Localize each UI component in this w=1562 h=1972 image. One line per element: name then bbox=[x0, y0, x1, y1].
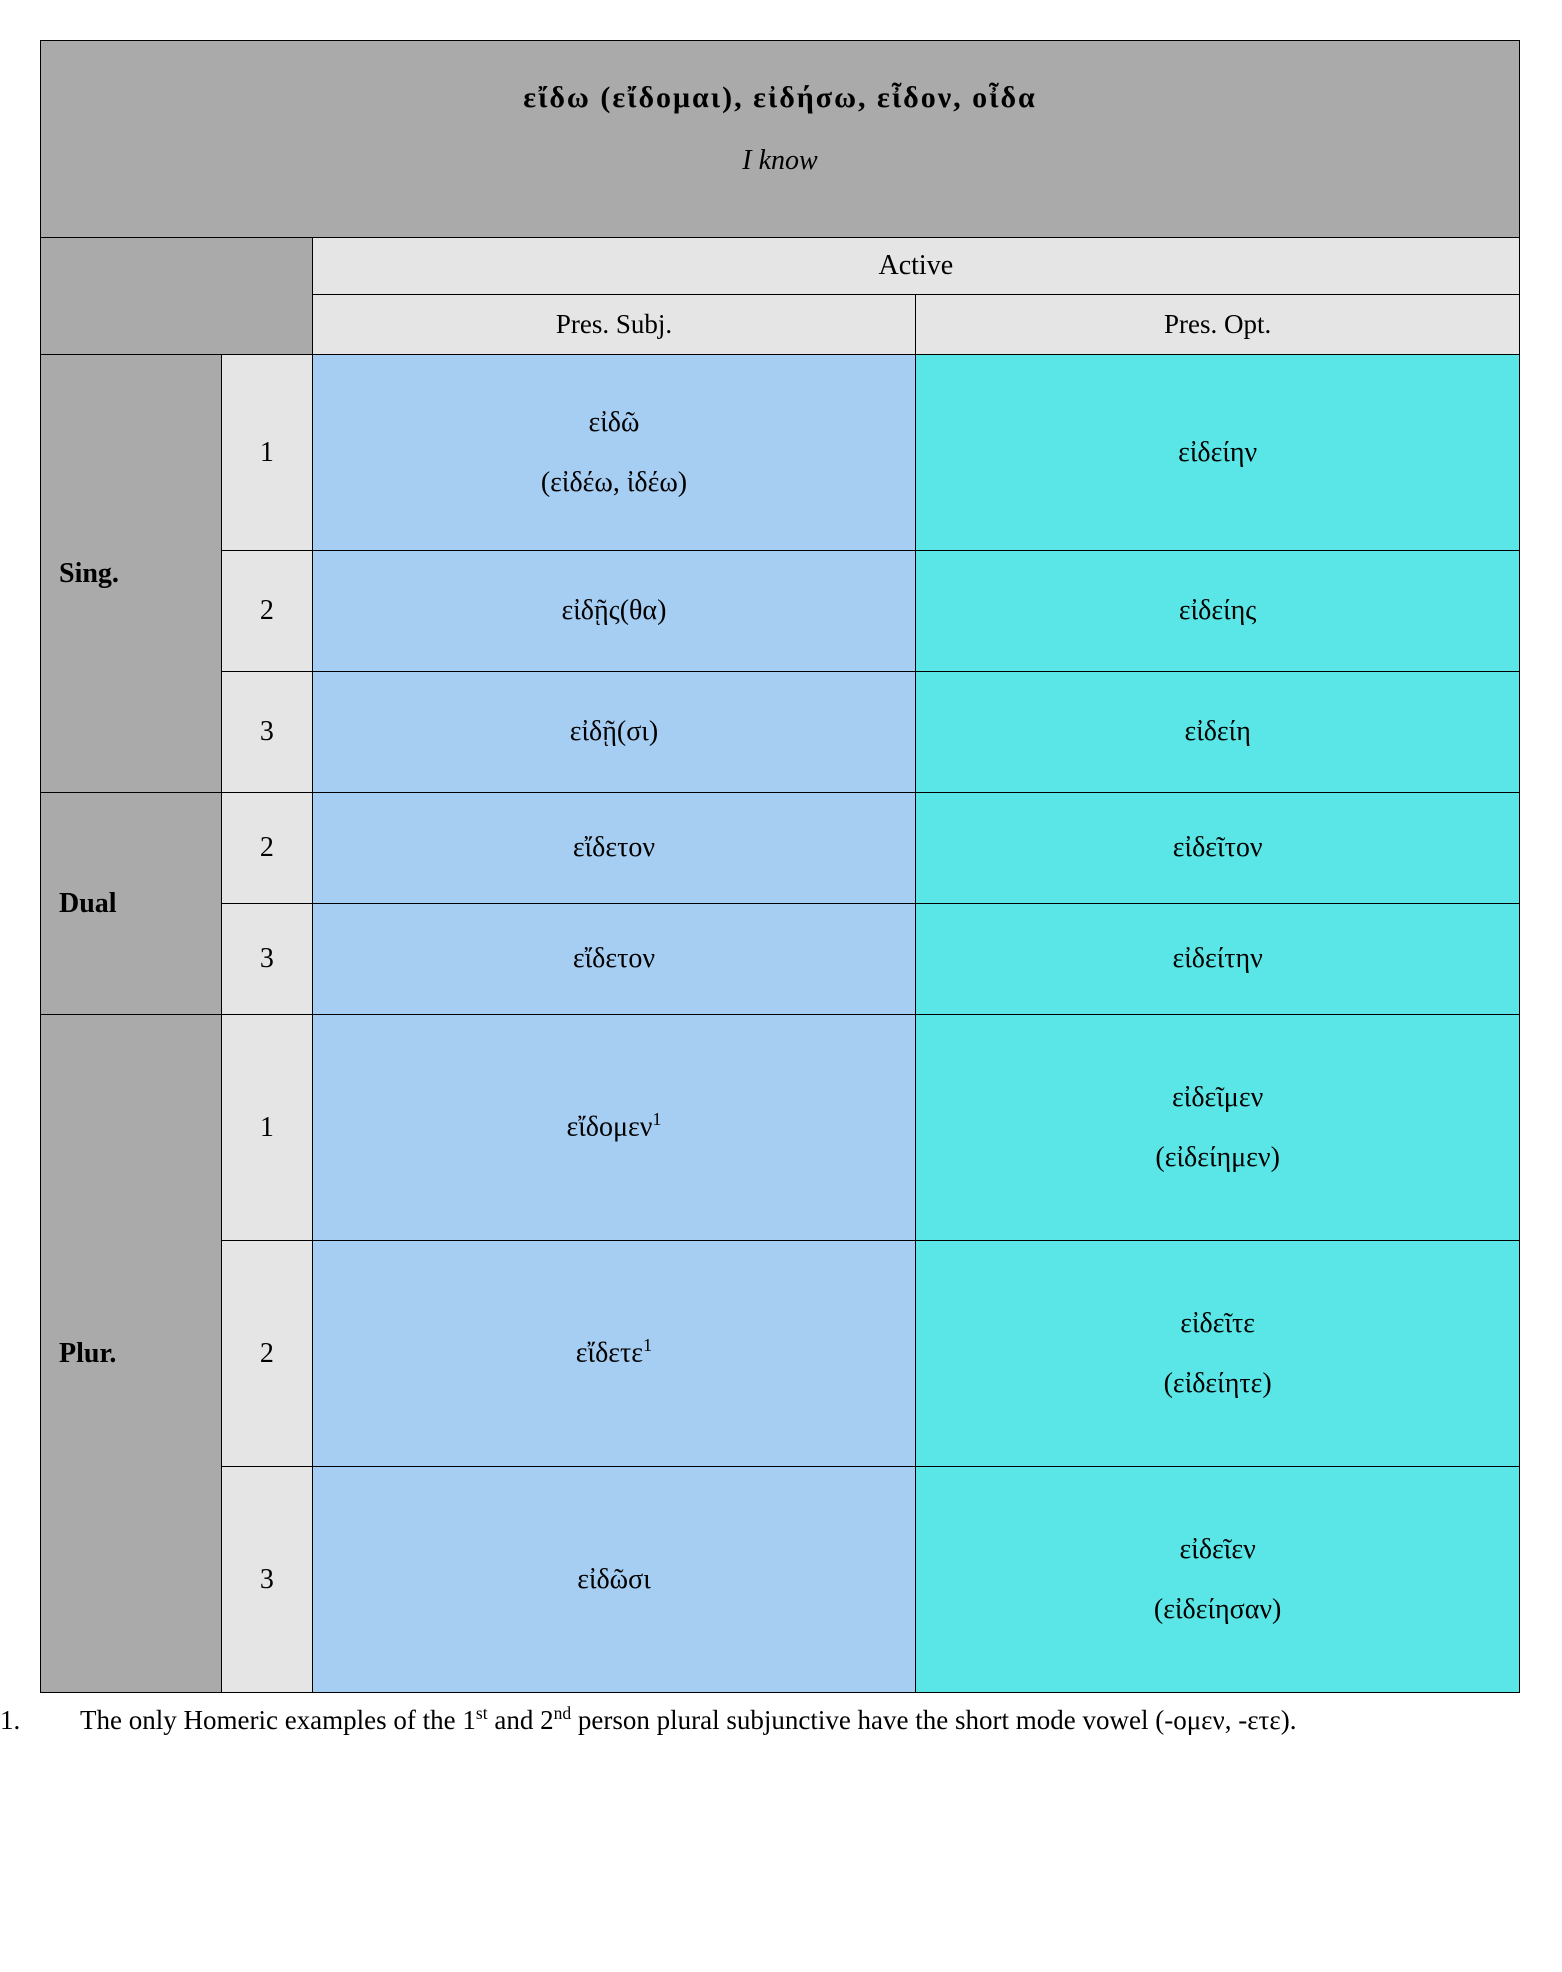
voice-header-row: Active bbox=[41, 238, 1520, 295]
person-label: 3 bbox=[222, 1467, 313, 1693]
person-label: 2 bbox=[222, 1241, 313, 1467]
form-text: εἰδείης bbox=[924, 590, 1511, 632]
form-text: εἰδείην bbox=[924, 432, 1511, 474]
verb-gloss: I know bbox=[51, 145, 1509, 177]
number-label-sing: Sing. bbox=[41, 355, 222, 793]
footnote-text-b: and 2 bbox=[488, 1705, 554, 1735]
row-plur-3: 3 εἰδῶσι εἰδεῖεν (εἰδείησαν) bbox=[41, 1467, 1520, 1693]
row-plur-2: 2 εἴδετε1 εἰδεῖτε (εἰδείητε) bbox=[41, 1241, 1520, 1467]
conjugation-table-wrapper: εἴδω (εἴδομαι), εἰδήσω, εἶδον, οἶδα I kn… bbox=[40, 40, 1520, 1740]
form-text: εἰδεῖμεν bbox=[924, 1077, 1511, 1119]
form-text: εἴδομεν1 bbox=[321, 1106, 908, 1148]
cell-dual2-subj: εἴδετον bbox=[312, 793, 916, 904]
row-sing-2: 2 εἰδῇς(θα) εἰδείης bbox=[41, 551, 1520, 672]
form-text: εἰδείη bbox=[924, 711, 1511, 753]
form-text: εἴδετον bbox=[321, 827, 908, 869]
person-label: 2 bbox=[222, 551, 313, 672]
form-alt: (εἰδείημεν) bbox=[924, 1137, 1511, 1179]
person-label: 3 bbox=[222, 672, 313, 793]
footnote-1: 1.The only Homeric examples of the 1st a… bbox=[40, 1701, 1520, 1740]
footnote-text-c: person plural subjunctive have the short… bbox=[571, 1705, 1296, 1735]
form-text: εἰδῇς(θα) bbox=[321, 590, 908, 632]
person-label: 2 bbox=[222, 793, 313, 904]
form-text: εἰδῇ(σι) bbox=[321, 711, 908, 753]
row-dual-2: Dual 2 εἴδετον εἰδεῖτον bbox=[41, 793, 1520, 904]
cell-sing3-opt: εἰδείη bbox=[916, 672, 1520, 793]
row-sing-3: 3 εἰδῇ(σι) εἰδείη bbox=[41, 672, 1520, 793]
form-text: εἰδῶσι bbox=[321, 1559, 908, 1601]
form-text: εἴδετον bbox=[321, 938, 908, 980]
row-sing-1: Sing. 1 εἰδῶ (εἰδέω, ἰδέω) εἰδείην bbox=[41, 355, 1520, 551]
row-plur-1: Plur. 1 εἴδομεν1 εἰδεῖμεν (εἰδείημεν) bbox=[41, 1015, 1520, 1241]
form-text: εἰδείτην bbox=[924, 938, 1511, 980]
footnote-ref: 1 bbox=[652, 1109, 661, 1129]
form-base: εἴδομεν bbox=[566, 1112, 652, 1143]
cell-sing2-subj: εἰδῇς(θα) bbox=[312, 551, 916, 672]
corner-blank bbox=[41, 238, 313, 355]
form-text: εἴδετε1 bbox=[321, 1332, 908, 1374]
cell-sing1-opt: εἰδείην bbox=[916, 355, 1520, 551]
cell-sing1-subj: εἰδῶ (εἰδέω, ἰδέω) bbox=[312, 355, 916, 551]
person-label: 1 bbox=[222, 355, 313, 551]
cell-sing3-subj: εἰδῇ(σι) bbox=[312, 672, 916, 793]
person-label: 3 bbox=[222, 904, 313, 1015]
footnote-ref: 1 bbox=[643, 1335, 652, 1355]
cell-plur3-opt: εἰδεῖεν (εἰδείησαν) bbox=[916, 1467, 1520, 1693]
form-text: εἰδεῖτον bbox=[924, 827, 1511, 869]
voice-header: Active bbox=[312, 238, 1519, 295]
footnote-number: 1. bbox=[40, 1701, 80, 1740]
cell-sing2-opt: εἰδείης bbox=[916, 551, 1520, 672]
form-alt: (εἰδέω, ἰδέω) bbox=[321, 462, 908, 504]
form-text: εἰδεῖεν bbox=[924, 1529, 1511, 1571]
conjugation-table: εἴδω (εἴδομαι), εἰδήσω, εἶδον, οἶδα I kn… bbox=[40, 40, 1520, 1693]
footnote-text-a: The only Homeric examples of the 1 bbox=[80, 1705, 476, 1735]
cell-plur1-opt: εἰδεῖμεν (εἰδείημεν) bbox=[916, 1015, 1520, 1241]
cell-plur2-subj: εἴδετε1 bbox=[312, 1241, 916, 1467]
form-text: εἰδεῖτε bbox=[924, 1303, 1511, 1345]
cell-dual2-opt: εἰδεῖτον bbox=[916, 793, 1520, 904]
form-base: εἴδετε bbox=[576, 1338, 643, 1369]
verb-principal-parts: εἴδω (εἴδομαι), εἰδήσω, εἶδον, οἶδα bbox=[51, 81, 1509, 115]
form-alt: (εἰδείησαν) bbox=[924, 1589, 1511, 1631]
title-cell: εἴδω (εἴδομαι), εἰδήσω, εἶδον, οἶδα I kn… bbox=[41, 41, 1520, 238]
form-text: εἰδῶ bbox=[321, 402, 908, 444]
footnote-sup-b: nd bbox=[554, 1703, 572, 1723]
title-row: εἴδω (εἴδομαι), εἰδήσω, εἶδον, οἶδα I kn… bbox=[41, 41, 1520, 238]
number-label-plur: Plur. bbox=[41, 1015, 222, 1693]
row-dual-3: 3 εἴδετον εἰδείτην bbox=[41, 904, 1520, 1015]
cell-dual3-opt: εἰδείτην bbox=[916, 904, 1520, 1015]
tense-header-opt: Pres. Opt. bbox=[916, 295, 1520, 355]
number-label-dual: Dual bbox=[41, 793, 222, 1015]
form-alt: (εἰδείητε) bbox=[924, 1363, 1511, 1405]
cell-plur3-subj: εἰδῶσι bbox=[312, 1467, 916, 1693]
footnote-sup-a: st bbox=[476, 1703, 488, 1723]
cell-plur1-subj: εἴδομεν1 bbox=[312, 1015, 916, 1241]
cell-dual3-subj: εἴδετον bbox=[312, 904, 916, 1015]
cell-plur2-opt: εἰδεῖτε (εἰδείητε) bbox=[916, 1241, 1520, 1467]
person-label: 1 bbox=[222, 1015, 313, 1241]
tense-header-subj: Pres. Subj. bbox=[312, 295, 916, 355]
